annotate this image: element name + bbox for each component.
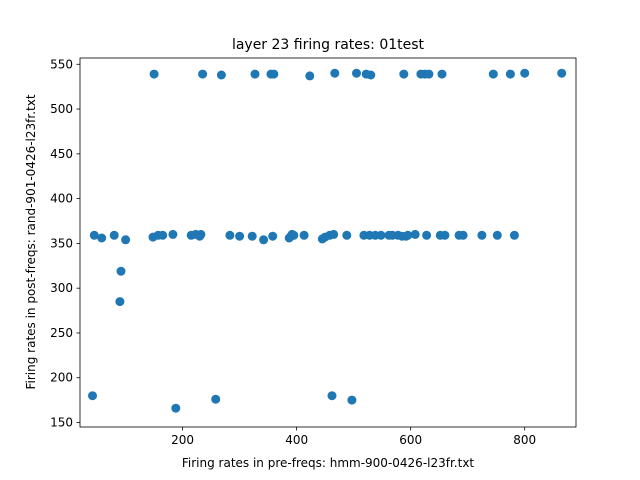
data-point-60 (424, 69, 434, 79)
x-tick-label: 800 (513, 433, 536, 447)
data-point-19 (216, 70, 226, 80)
points-layer (88, 68, 567, 413)
data-point-20 (225, 230, 235, 240)
data-point-17 (198, 69, 208, 79)
data-point-6 (121, 235, 131, 245)
data-point-4 (115, 297, 125, 307)
data-point-37 (327, 391, 337, 401)
y-axis-label: Firing rates in post-freqs: rand-901-042… (24, 94, 38, 389)
data-point-63 (440, 230, 450, 240)
x-axis-ticks: 200 400 600 800 (171, 427, 536, 447)
data-point-67 (488, 69, 498, 79)
y-axis-ticks: 150 200 250 300 350 400 450 500 550 (50, 57, 80, 430)
y-tick-label: 200 (50, 371, 73, 385)
data-point-2 (97, 233, 107, 243)
data-point-62 (437, 69, 447, 79)
plot-frame (79, 57, 577, 428)
data-point-31 (289, 230, 299, 240)
chart-title: layer 23 firing rates: 01test (232, 37, 425, 53)
y-tick-label: 400 (50, 192, 73, 206)
x-axis-label: Firing rates in pre-freqs: hmm-900-0426-… (182, 456, 475, 470)
data-point-66 (477, 230, 487, 240)
x-tick-label: 600 (399, 433, 422, 447)
data-point-46 (366, 70, 376, 80)
data-point-24 (259, 235, 269, 245)
y-tick-label: 350 (50, 236, 73, 250)
data-point-5 (116, 266, 126, 276)
data-point-33 (305, 71, 315, 81)
data-point-38 (329, 229, 339, 239)
data-point-27 (269, 69, 279, 79)
data-point-71 (520, 68, 530, 78)
y-tick-label: 550 (50, 57, 73, 71)
data-point-41 (347, 395, 357, 405)
x-tick-label: 200 (171, 433, 194, 447)
x-tick-label: 400 (285, 433, 308, 447)
data-point-59 (422, 230, 432, 240)
data-point-1 (89, 230, 99, 240)
data-point-70 (509, 230, 519, 240)
data-point-65 (458, 230, 468, 240)
data-point-10 (158, 230, 168, 240)
data-point-23 (250, 69, 260, 79)
data-point-16 (196, 229, 206, 239)
data-point-21 (235, 231, 245, 241)
data-point-18 (211, 394, 221, 404)
data-point-22 (247, 231, 257, 241)
data-point-55 (403, 230, 413, 240)
data-point-3 (109, 230, 119, 240)
y-tick-label: 500 (50, 102, 73, 116)
data-point-32 (299, 230, 309, 240)
data-point-53 (399, 69, 409, 79)
data-point-69 (505, 69, 515, 79)
data-point-48 (376, 230, 386, 240)
data-point-12 (171, 403, 181, 413)
data-point-26 (268, 231, 278, 241)
data-point-8 (149, 69, 159, 79)
data-point-0 (88, 391, 97, 401)
data-point-42 (352, 68, 361, 78)
data-point-40 (342, 230, 352, 240)
y-tick-label: 250 (50, 326, 73, 340)
data-point-72 (557, 68, 567, 78)
data-point-11 (168, 229, 178, 239)
data-point-56 (410, 229, 420, 239)
data-point-39 (330, 68, 340, 78)
data-point-68 (492, 230, 502, 240)
y-tick-label: 150 (50, 416, 73, 430)
y-tick-label: 450 (50, 147, 73, 161)
y-tick-label: 300 (50, 281, 73, 295)
